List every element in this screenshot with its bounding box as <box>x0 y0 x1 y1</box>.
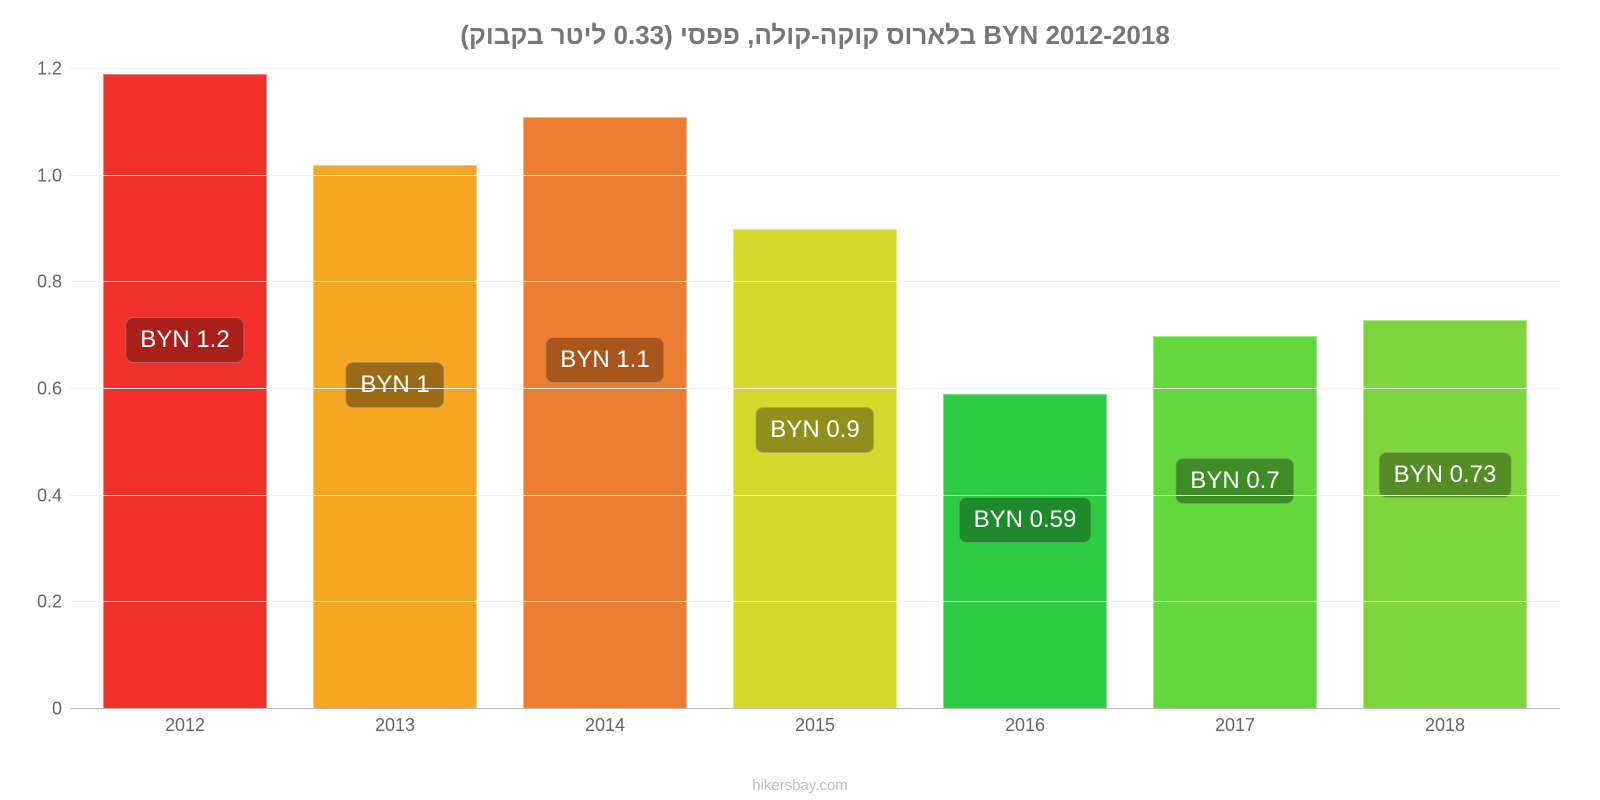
gridline <box>70 601 1560 602</box>
x-tick-label: 2018 <box>1340 709 1550 739</box>
x-tick-label: 2012 <box>80 709 290 739</box>
bar-slot: BYN 0.7 <box>1130 69 1340 709</box>
bar-value-label: BYN 0.9 <box>755 407 874 453</box>
chart-title: בלארוס קוקה-קולה, פפסי (0.33 ליטר בקבוק)… <box>70 20 1560 51</box>
bar-value-label: BYN 1.1 <box>545 337 664 383</box>
bar-value-label: BYN 0.59 <box>959 497 1092 543</box>
bar <box>1153 336 1317 709</box>
y-tick-label: 1.0 <box>37 165 62 186</box>
bar <box>733 229 897 709</box>
plot-region: BYN 1.2 BYN 1 BYN 1.1 BYN 0.9 BYN 0.59 BYN 0.… <box>70 69 1560 739</box>
y-tick-label: 0.6 <box>37 379 62 400</box>
bar <box>313 165 477 709</box>
bar-value-label: BYN 1 <box>345 362 444 408</box>
gridline <box>70 495 1560 496</box>
x-tick-label: 2016 <box>920 709 1130 739</box>
x-tick-label: 2013 <box>290 709 500 739</box>
x-tick-label: 2014 <box>500 709 710 739</box>
x-tick-label: 2015 <box>710 709 920 739</box>
y-tick-label: 1.2 <box>37 59 62 80</box>
bar-value-label: BYN 0.73 <box>1379 452 1512 498</box>
bar-slot: BYN 0.9 <box>710 69 920 709</box>
bar <box>943 394 1107 709</box>
bar-slot: BYN 1.1 <box>500 69 710 709</box>
y-tick-label: 0.2 <box>37 592 62 613</box>
plot-area: BYN 1.2 BYN 1 BYN 1.1 BYN 0.9 BYN 0.59 BYN 0.… <box>70 69 1560 709</box>
x-axis-labels: 2012201320142015201620172018 <box>70 709 1560 739</box>
bar <box>523 117 687 709</box>
watermark-text: hikersbay.com <box>752 777 848 794</box>
bar-slot: BYN 1.2 <box>80 69 290 709</box>
gridline <box>70 68 1560 69</box>
bar <box>103 74 267 709</box>
y-tick-label: 0.8 <box>37 272 62 293</box>
bar-slot: BYN 1 <box>290 69 500 709</box>
x-tick-label: 2017 <box>1130 709 1340 739</box>
bar-slot: BYN 0.73 <box>1340 69 1550 709</box>
gridline <box>70 388 1560 389</box>
bar-value-label: BYN 1.2 <box>125 317 244 363</box>
chart-container: בלארוס קוקה-קולה, פפסי (0.33 ליטר בקבוק)… <box>0 0 1600 800</box>
gridline <box>70 281 1560 282</box>
y-tick-label: 0 <box>52 699 62 720</box>
bar <box>1363 320 1527 709</box>
y-tick-label: 0.4 <box>37 485 62 506</box>
gridline <box>70 175 1560 176</box>
bar-value-label: BYN 0.7 <box>1175 458 1294 504</box>
bars-row: BYN 1.2 BYN 1 BYN 1.1 BYN 0.9 BYN 0.59 BYN 0.… <box>70 69 1560 709</box>
bar-slot: BYN 0.59 <box>920 69 1130 709</box>
